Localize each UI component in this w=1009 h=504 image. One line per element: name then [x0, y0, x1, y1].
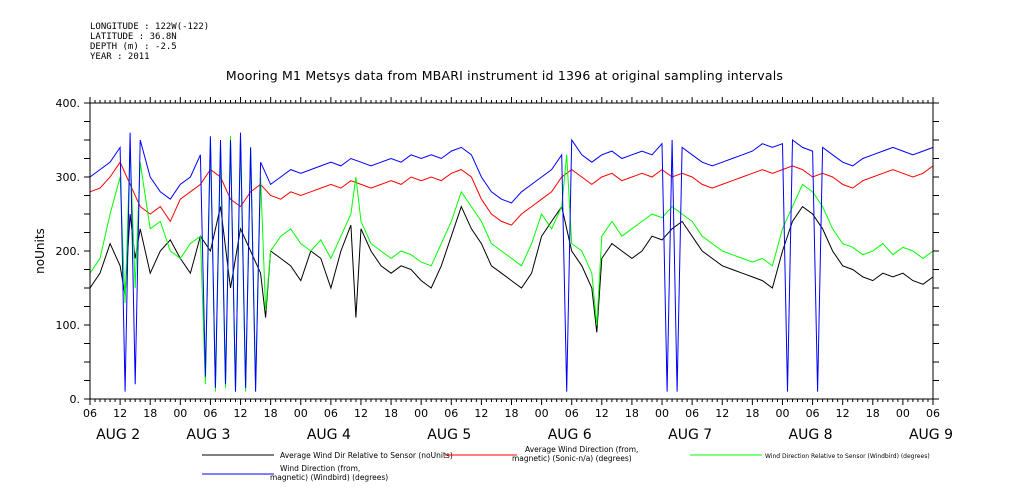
x-day-label: AUG 2: [96, 427, 140, 443]
x-day-label: AUG 7: [668, 427, 712, 443]
x-day-label: AUG 9: [909, 427, 953, 443]
x-tick-label: 06: [926, 407, 940, 420]
y-tick-label: 300.: [56, 171, 81, 184]
y-tick-label: 100.: [56, 319, 81, 332]
x-tick-label: 12: [715, 407, 729, 420]
x-tick-label: 12: [474, 407, 488, 420]
y-tick-label: 0.: [70, 393, 81, 406]
axis-labels: 0. 100. 200. 300. 400. 06 12 18 00 06 12 18 00 06 12 18…: [56, 97, 954, 443]
year-label: YEAR : 2011: [90, 52, 150, 62]
x-tick-label: 00: [173, 407, 187, 420]
metadata-block: LONGITUDE : 122W(-122) LATITUDE : 36.8N …: [90, 22, 209, 62]
y-tick-label: 400.: [56, 97, 81, 110]
series-line-3: [89, 136, 934, 392]
series-line-2: [89, 161, 934, 226]
x-day-label: AUG 5: [427, 427, 471, 443]
x-tick-label: 06: [324, 407, 338, 420]
longitude-label: LONGITUDE : 122W(-122): [90, 22, 210, 32]
x-tick-label: 06: [444, 407, 458, 420]
depth-label: DEPTH (m) : -2.5: [90, 42, 177, 52]
x-tick-label: 18: [745, 407, 759, 420]
x-tick-label: 18: [505, 407, 519, 420]
legend-label: Wind Direction (from,: [280, 464, 360, 473]
y-tick-label: 200.: [56, 245, 81, 258]
legend-label: Average Wind Dir Relative to Sensor (noU…: [280, 451, 453, 460]
legend-label: Average Wind Direction (from,: [525, 445, 638, 454]
legend-label: magnetic) (Windbird) (degrees): [270, 473, 388, 482]
x-tick-label: 06: [203, 407, 217, 420]
x-tick-label: 06: [83, 407, 97, 420]
x-tick-label: 18: [384, 407, 398, 420]
x-day-label: AUG 8: [789, 427, 833, 443]
x-tick-label: 12: [836, 407, 850, 420]
x-tick-label: 06: [685, 407, 699, 420]
legend: Average Wind Dir Relative to Sensor (noU…: [202, 445, 930, 482]
series-line-4: [89, 132, 934, 392]
legend-label: magnetic) (Sonic-n/a) (degrees): [512, 454, 632, 463]
x-tick-label: 00: [294, 407, 308, 420]
x-tick-label: 12: [234, 407, 248, 420]
x-tick-label: 18: [264, 407, 278, 420]
x-tick-label: 00: [896, 407, 910, 420]
y-axis-label: noUnits: [33, 228, 47, 274]
x-tick-label: 00: [414, 407, 428, 420]
x-tick-label: 18: [625, 407, 639, 420]
x-tick-label: 18: [866, 407, 880, 420]
x-day-label: AUG 6: [548, 427, 592, 443]
x-tick-label: 00: [535, 407, 549, 420]
chart-title: Mooring M1 Metsys data from MBARI instru…: [225, 68, 784, 83]
x-tick-label: 06: [806, 407, 820, 420]
series-lines: [89, 132, 934, 392]
x-tick-label: 18: [143, 407, 157, 420]
axis-ticks: [84, 97, 939, 405]
x-tick-label: 06: [565, 407, 579, 420]
x-tick-label: 12: [113, 407, 127, 420]
x-tick-label: 12: [595, 407, 609, 420]
x-tick-label: 00: [655, 407, 669, 420]
x-day-label: AUG 3: [186, 427, 230, 443]
x-tick-label: 12: [354, 407, 368, 420]
x-tick-label: 00: [775, 407, 789, 420]
latitude-label: LATITUDE : 36.8N: [90, 32, 177, 42]
x-day-label: AUG 4: [307, 427, 351, 443]
legend-label: Wind Direction Relative to Sensor (Windb…: [765, 453, 930, 460]
